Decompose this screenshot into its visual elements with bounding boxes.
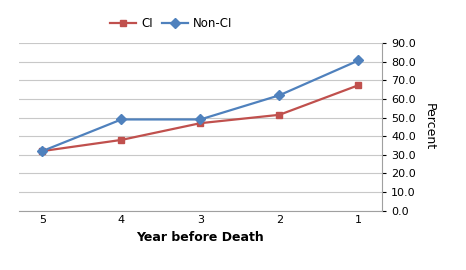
CI (198, 122, 203, 125)
Non-CI (277, 94, 282, 97)
Non-CI (40, 150, 45, 153)
CI (277, 113, 282, 116)
CI (40, 150, 45, 153)
Legend: CI, Non-CI: CI, Non-CI (106, 12, 237, 35)
X-axis label: Year before Death: Year before Death (137, 231, 264, 244)
Non-CI (356, 59, 361, 62)
Y-axis label: Percent: Percent (422, 103, 435, 150)
Line: Non-CI: Non-CI (39, 57, 362, 154)
CI (356, 84, 361, 87)
Non-CI (118, 118, 124, 121)
Line: CI: CI (39, 82, 362, 154)
CI (118, 138, 124, 141)
Non-CI (198, 118, 203, 121)
